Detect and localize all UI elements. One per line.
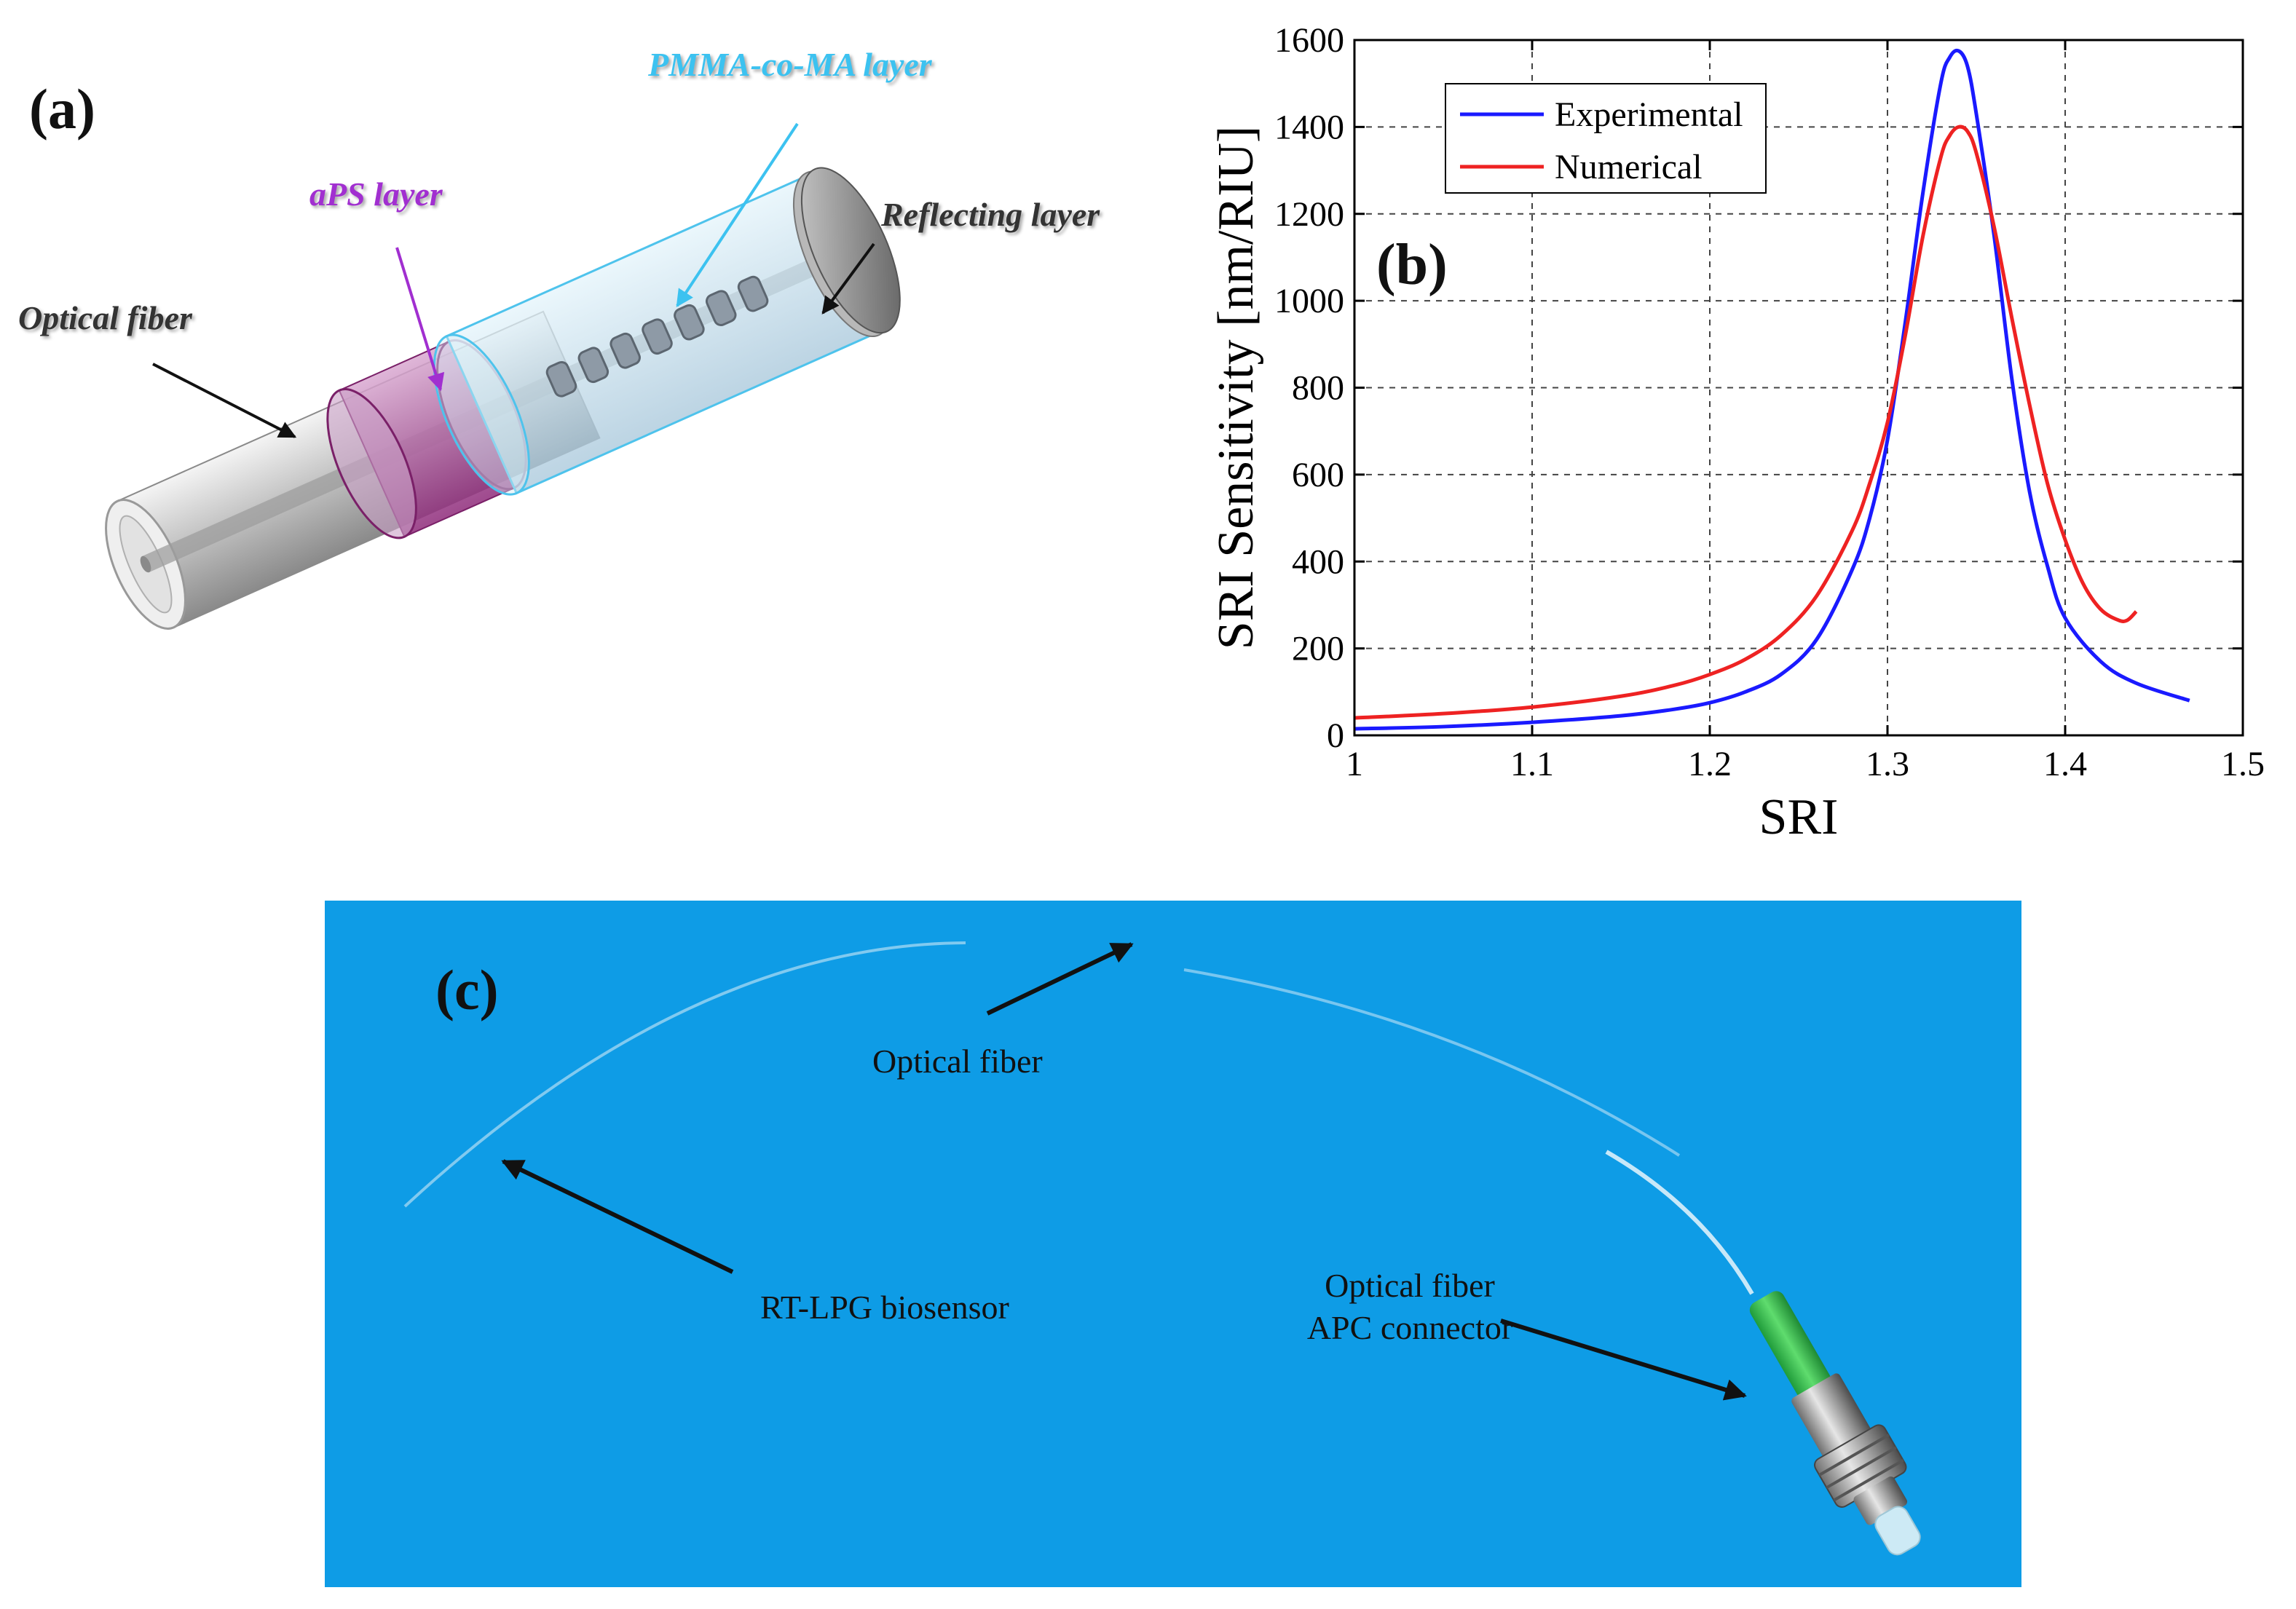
series-line-experimental <box>1354 48 2190 731</box>
rt-lpg-biosensor-label: RT-LPG biosensor <box>760 1289 1009 1326</box>
y-tick-label: 1200 <box>1274 195 1344 234</box>
legend-box <box>1445 83 1767 194</box>
grid-lines <box>1354 40 2243 735</box>
aps-layer-label: aPS layer <box>309 175 443 213</box>
connector-pointer-arrow <box>1500 1319 1747 1401</box>
chart-legend: Experimental Numerical <box>1445 83 1767 194</box>
panel-c-label: (c) <box>435 958 499 1021</box>
y-axis-label: SRI Sensitivity [nm/RIU] <box>1208 126 1264 649</box>
reflecting-layer-disc <box>792 167 901 338</box>
y-tick-label: 200 <box>1292 630 1344 668</box>
sensitivity-chart: 1 1.1 1.2 1.3 1.4 1.5 0 200 400 600 800 1000 1200 140… <box>1208 21 2265 845</box>
axis-ticks: 1 1.1 1.2 1.3 1.4 1.5 0 200 400 600 800 1000 1200 140… <box>1274 21 2265 783</box>
x-tick-label: 1.2 <box>1688 745 1732 783</box>
x-tick-label: 1.5 <box>2221 745 2265 783</box>
x-tick-label: 1 <box>1346 745 1363 783</box>
reflecting-layer-label: Reflecting layer <box>881 196 1100 233</box>
fiber-arrow <box>152 363 297 438</box>
y-tick-label: 800 <box>1292 369 1344 408</box>
y-tick-label: 400 <box>1292 542 1344 581</box>
apc-connector-label-line2: APC connector <box>1306 1309 1513 1346</box>
fiber-pointer-arrow <box>986 942 1134 1016</box>
series-line-numerical <box>1354 124 2138 720</box>
apc-connector-icon <box>1749 1291 1921 1556</box>
y-tick-label: 1600 <box>1274 21 1344 60</box>
y-tick-label: 1400 <box>1274 108 1344 146</box>
aps-arrow <box>395 247 445 392</box>
optical-fiber-label: Optical fiber <box>18 299 192 336</box>
optical-fiber-photo-label: Optical fiber <box>872 1043 1043 1080</box>
pmma-layer-cylinder <box>433 176 875 496</box>
apc-connector-label: Optical fiber APC connector <box>1264 1265 1555 1349</box>
x-tick-label: 1.1 <box>1510 745 1554 783</box>
x-tick-label: 1.4 <box>2043 745 2087 783</box>
series-lines <box>1354 48 2190 731</box>
apc-connector-label-line1: Optical fiber <box>1325 1267 1495 1304</box>
fiber-strand-right <box>1183 968 1681 1157</box>
pmma-arrow <box>676 122 799 308</box>
fiber-layers-diagram <box>105 122 901 630</box>
biosensor-pointer-arrow <box>501 1159 734 1274</box>
fiber-strand-left <box>403 941 966 1208</box>
y-tick-label: 600 <box>1292 456 1344 494</box>
pmma-layer-label: PMMA-co-MA layer <box>648 46 932 83</box>
y-tick-label: 0 <box>1327 716 1344 755</box>
y-tick-label: 1000 <box>1274 282 1344 320</box>
panel-b-label: (b) <box>1376 233 1448 297</box>
x-tick-label: 1.3 <box>1866 745 1909 783</box>
photo-scene <box>403 941 1921 1556</box>
panel-c-photo: (c) Optical fiber RT-LPG biosensor Optic… <box>325 901 2021 1587</box>
legend-entry: Numerical <box>1555 148 1703 186</box>
legend-entry: Experimental <box>1555 95 1743 134</box>
fiber-strand-connector <box>1605 1150 1754 1295</box>
x-axis-label: SRI <box>1759 789 1839 845</box>
reflecting-arrow <box>821 242 875 315</box>
panel-a-label: (a) <box>29 77 95 141</box>
